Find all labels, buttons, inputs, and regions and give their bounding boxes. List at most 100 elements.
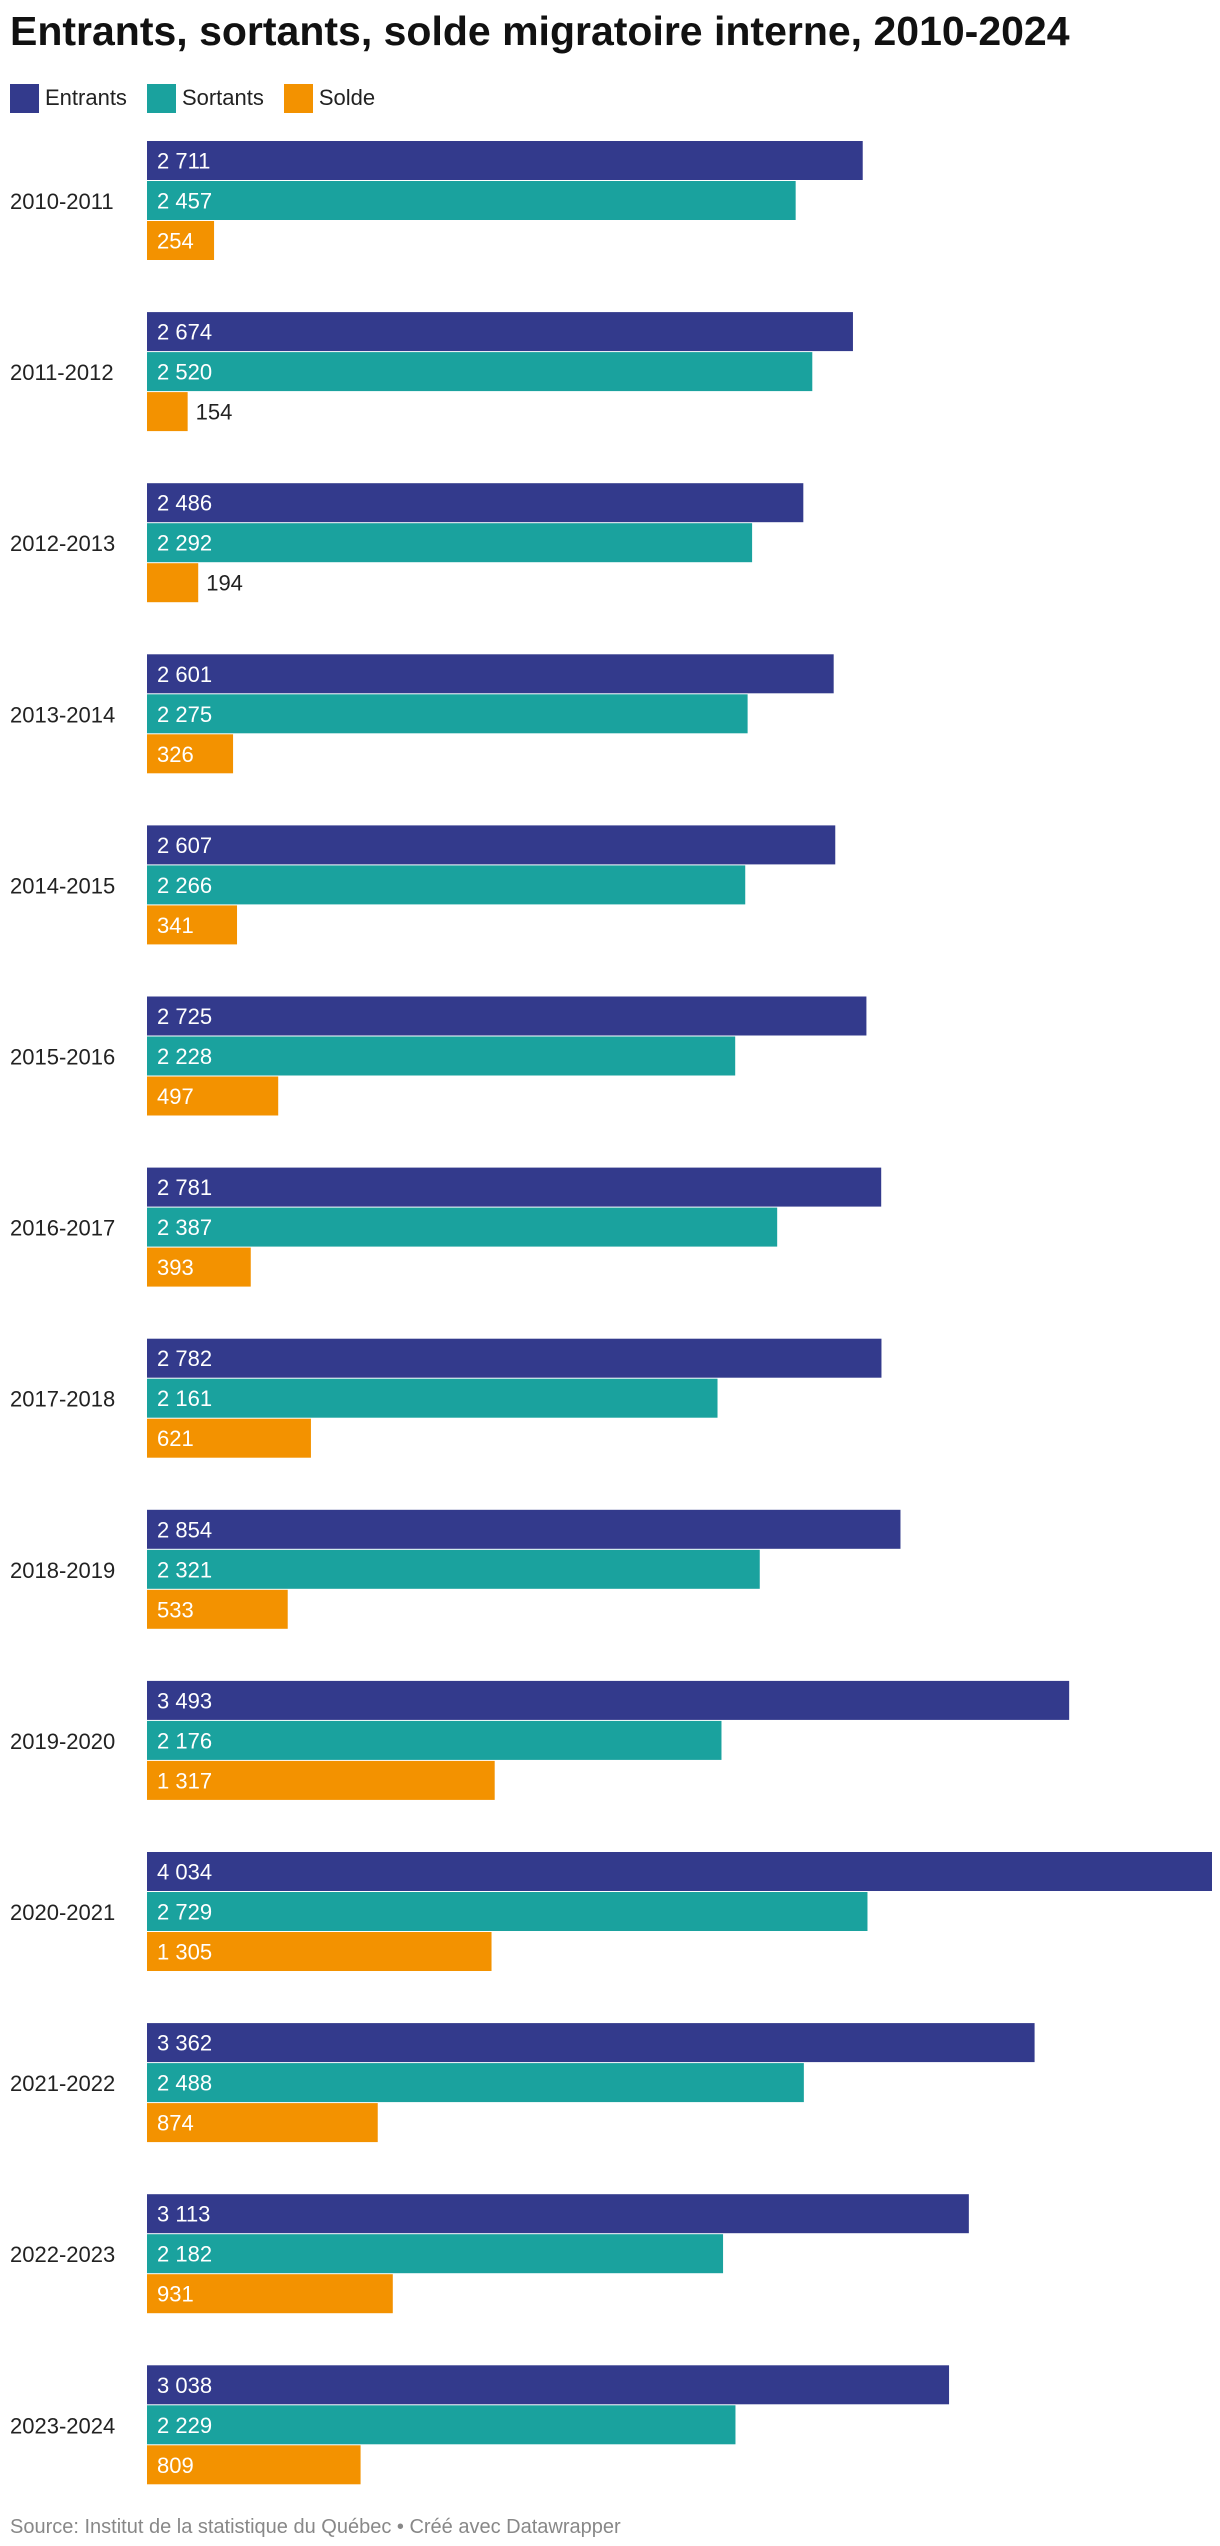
data-label-solde: 154 bbox=[196, 400, 233, 425]
data-label-sortants: 2 729 bbox=[157, 1900, 212, 1925]
bar-entrants bbox=[147, 1852, 1212, 1891]
bar-solde bbox=[147, 1589, 288, 1629]
bar-sortants bbox=[147, 2234, 724, 2274]
bar-group-2022-2023: 2022-2023 3 113 2 182 931 bbox=[10, 2194, 969, 2314]
bar-sortants bbox=[147, 1207, 778, 1247]
data-label-solde: 809 bbox=[157, 2453, 194, 2478]
bar-group-2023-2024: 2023-2024 3 038 2 229 809 bbox=[10, 2365, 950, 2485]
bar-solde bbox=[147, 2445, 361, 2485]
bar-solde bbox=[147, 392, 188, 432]
bar-group-2018-2019: 2018-2019 2 854 2 321 533 bbox=[10, 1509, 901, 1629]
data-label-solde: 393 bbox=[157, 1255, 194, 1280]
bar-sortants bbox=[147, 352, 813, 392]
data-label-sortants: 2 457 bbox=[157, 189, 212, 214]
bar-entrants bbox=[147, 654, 834, 694]
bar-solde bbox=[147, 2103, 378, 2143]
category-label: 2022-2023 bbox=[10, 2242, 115, 2267]
bar-solde bbox=[147, 734, 234, 774]
bar-sortants bbox=[147, 181, 796, 220]
data-label-sortants: 2 387 bbox=[157, 1215, 212, 1240]
legend-item-entrants: Entrants bbox=[10, 83, 127, 113]
category-label: 2015-2016 bbox=[10, 1045, 115, 1070]
bar-sortants bbox=[147, 523, 753, 563]
bar-entrants bbox=[147, 312, 853, 352]
data-label-solde: 931 bbox=[157, 2282, 194, 2307]
bar-sortants bbox=[147, 865, 746, 905]
data-label-entrants: 3 493 bbox=[157, 1688, 212, 1713]
data-label-entrants: 2 711 bbox=[157, 149, 210, 174]
data-label-entrants: 2 781 bbox=[157, 1175, 212, 1200]
data-label-solde: 254 bbox=[157, 229, 194, 254]
category-label: 2017-2018 bbox=[10, 1387, 115, 1412]
category-label: 2019-2020 bbox=[10, 1729, 115, 1754]
data-label-sortants: 2 182 bbox=[157, 2242, 212, 2267]
data-label-sortants: 2 229 bbox=[157, 2413, 212, 2438]
bar-group-2010-2011: 2010-2011 2 711 2 457 254 bbox=[10, 141, 863, 260]
bar-entrants bbox=[147, 825, 836, 865]
bar-solde bbox=[147, 221, 215, 260]
data-label-sortants: 2 488 bbox=[157, 2071, 212, 2096]
category-label: 2010-2011 bbox=[10, 189, 114, 214]
bar-sortants bbox=[147, 1378, 718, 1418]
bar-entrants bbox=[147, 2194, 969, 2234]
data-label-entrants: 2 854 bbox=[157, 1517, 212, 1542]
bar-solde bbox=[147, 1076, 279, 1116]
category-label: 2016-2017 bbox=[10, 1216, 115, 1241]
category-label: 2023-2024 bbox=[10, 2413, 115, 2438]
data-label-entrants: 2 607 bbox=[157, 833, 212, 858]
bar-sortants bbox=[147, 1549, 760, 1589]
category-label: 2011-2012 bbox=[10, 360, 114, 385]
bar-sortants bbox=[147, 694, 748, 734]
legend-label-sortants: Sortants bbox=[181, 85, 264, 110]
bar-group-2021-2022: 2021-2022 3 362 2 488 874 bbox=[10, 2023, 1035, 2143]
legend-swatch-solde bbox=[283, 83, 313, 113]
bar-group-2016-2017: 2016-2017 2 781 2 387 393 bbox=[10, 1167, 882, 1287]
source-footer: Source: Institut de la statistique du Qu… bbox=[10, 2516, 621, 2538]
legend-label-entrants: Entrants bbox=[45, 85, 127, 110]
bar-solde bbox=[147, 1932, 492, 1971]
bar-solde bbox=[147, 1247, 251, 1287]
bar-entrants bbox=[147, 141, 863, 180]
data-label-entrants: 2 725 bbox=[157, 1004, 212, 1029]
data-label-sortants: 2 228 bbox=[157, 1044, 212, 1069]
data-label-entrants: 2 601 bbox=[157, 662, 212, 687]
data-label-entrants: 3 113 bbox=[157, 2202, 210, 2227]
category-label: 2021-2022 bbox=[10, 2071, 115, 2096]
data-label-solde: 194 bbox=[206, 571, 243, 596]
data-label-entrants: 2 782 bbox=[157, 1346, 212, 1371]
data-label-solde: 621 bbox=[157, 1426, 194, 1451]
bar-entrants bbox=[147, 1338, 882, 1378]
legend-label-solde: Solde bbox=[318, 85, 376, 110]
data-label-solde: 1 305 bbox=[157, 1940, 212, 1965]
data-label-sortants: 2 161 bbox=[157, 1386, 212, 1411]
data-label-entrants: 2 674 bbox=[157, 320, 212, 345]
data-label-solde: 326 bbox=[157, 742, 194, 767]
data-label-solde: 1 317 bbox=[157, 1768, 212, 1793]
bar-sortants bbox=[147, 1892, 868, 1931]
category-label: 2014-2015 bbox=[10, 873, 115, 898]
bar-group-2011-2012: 2011-2012 2 674 2 520 154 bbox=[10, 312, 853, 432]
data-label-entrants: 4 034 bbox=[157, 1860, 212, 1885]
chart-title: Entrants, sortants, solde migratoire int… bbox=[10, 8, 1070, 54]
bar-group-2020-2021: 2020-2021 4 034 2 729 1 305 bbox=[10, 1852, 1212, 1971]
legend-swatch-entrants bbox=[10, 83, 39, 113]
bar-sortants bbox=[147, 2405, 736, 2445]
data-label-sortants: 2 520 bbox=[157, 360, 212, 385]
data-label-sortants: 2 275 bbox=[157, 702, 212, 727]
bar-group-2015-2016: 2015-2016 2 725 2 228 497 bbox=[10, 996, 867, 1116]
data-label-solde: 533 bbox=[157, 1597, 194, 1622]
legend-item-solde: Solde bbox=[283, 83, 376, 113]
category-label: 2012-2013 bbox=[10, 531, 115, 556]
data-label-entrants: 2 486 bbox=[157, 491, 212, 516]
bar-group-2012-2013: 2012-2013 2 486 2 292 194 bbox=[10, 483, 804, 603]
bar-entrants bbox=[147, 2365, 950, 2405]
legend-item-sortants: Sortants bbox=[146, 83, 264, 113]
bar-entrants bbox=[147, 1680, 1070, 1720]
data-label-entrants: 3 038 bbox=[157, 2373, 212, 2398]
bar-group-2017-2018: 2017-2018 2 782 2 161 621 bbox=[10, 1338, 882, 1458]
category-label: 2013-2014 bbox=[10, 702, 115, 727]
data-label-solde: 497 bbox=[157, 1084, 194, 1109]
bar-solde bbox=[147, 563, 199, 603]
bar-solde bbox=[147, 1760, 495, 1800]
legend-swatch-sortants bbox=[146, 83, 176, 113]
